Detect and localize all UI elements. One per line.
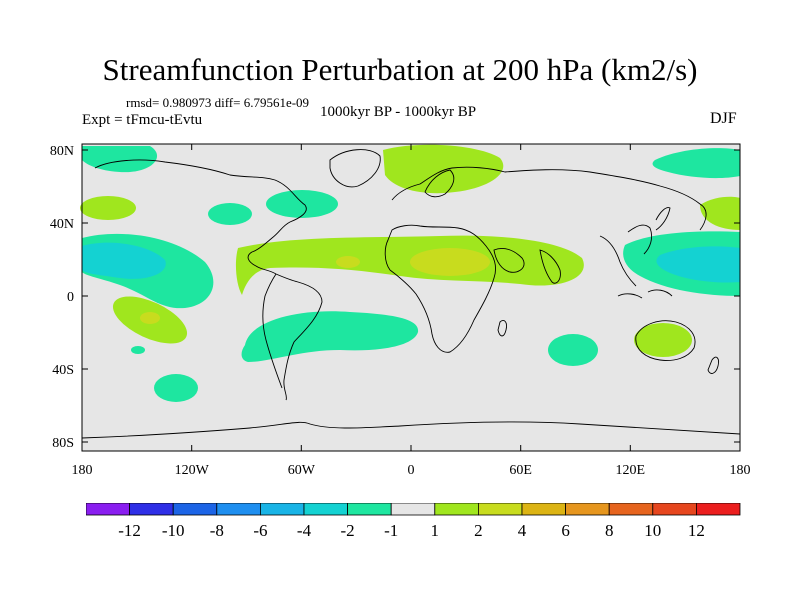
- lon-label: 120W: [175, 463, 210, 478]
- colorbar-label: -6: [253, 521, 267, 540]
- colorbar-labels: -12 -10 -8 -6 -4 -2 -1 1 2 4 6 8 10 12: [118, 521, 705, 540]
- colorbar-label: -8: [210, 521, 224, 540]
- colorbar: -12 -10 -8 -6 -4 -2 -1 1 2 4 6 8 10 12: [86, 503, 741, 540]
- colorbar-box: [303, 503, 348, 516]
- colorbar-box: [565, 503, 610, 516]
- coastline: [539, 249, 561, 284]
- coastline: [627, 224, 653, 255]
- contour-region: [140, 312, 160, 324]
- lon-ticks: [191, 144, 631, 451]
- contour-region: [634, 323, 692, 357]
- season-label: DJF: [710, 110, 737, 127]
- lon-label: 60E: [509, 463, 532, 478]
- colorbar-label: 10: [644, 521, 661, 540]
- coastline: [617, 293, 643, 299]
- colorbar-label: 2: [474, 521, 483, 540]
- lon-label: 0: [408, 463, 415, 478]
- lon-label: 120E: [616, 463, 646, 478]
- colorbar-box: [521, 503, 566, 516]
- coastline: [493, 247, 525, 273]
- lat-label: 0: [67, 290, 74, 305]
- coastlines: [81, 149, 741, 439]
- colorbar-label: -10: [162, 521, 185, 540]
- plot-title: Streamfunction Perturbation at 200 hPa (…: [102, 52, 698, 87]
- contour-region: [410, 248, 490, 276]
- colorbar-box: [608, 503, 654, 516]
- contour-region: [131, 346, 145, 354]
- coastline: [275, 273, 323, 401]
- contour-region: [383, 144, 504, 194]
- coastline: [655, 207, 671, 231]
- contour-region: [80, 196, 136, 220]
- coastline: [424, 169, 455, 198]
- contour-region: [82, 242, 166, 279]
- colorbar-box: [129, 503, 174, 516]
- colorbar-box: [216, 503, 261, 516]
- lat-label: 80N: [50, 144, 74, 159]
- coastline: [262, 273, 283, 389]
- colorbar-box: [696, 503, 741, 516]
- colorbar-box: [652, 503, 697, 516]
- experiment-label: Expt = tFmcu-tEvtu: [82, 112, 203, 128]
- coastline: [81, 421, 741, 439]
- contour-region: [208, 203, 252, 225]
- coastline: [707, 356, 719, 374]
- lat-label: 80S: [52, 436, 74, 451]
- colorbar-box: [259, 503, 305, 516]
- contour-region: [235, 235, 584, 295]
- contour-region: [336, 256, 360, 268]
- lat-label: 40N: [50, 217, 74, 232]
- contour-region: [266, 190, 338, 218]
- coastline: [497, 319, 507, 337]
- colorbar-boxes: [86, 503, 741, 516]
- colorbar-label: 8: [605, 521, 614, 540]
- stats-line: rmsd= 0.980973 diff= 6.79561e-09: [126, 95, 310, 110]
- colorbar-label: 12: [688, 521, 705, 540]
- lon-label: 60W: [288, 463, 316, 478]
- coastline: [635, 320, 696, 361]
- coastline: [329, 149, 381, 188]
- colorbar-label: 1: [431, 521, 440, 540]
- lon-label: 180: [730, 463, 751, 478]
- colorbar-box: [434, 503, 479, 516]
- contour-region: [548, 334, 598, 366]
- period-label: 1000kyr BP - 1000kyr BP: [320, 104, 477, 120]
- coastline: [94, 159, 307, 275]
- colorbar-box: [347, 503, 392, 516]
- contour-region: [241, 311, 419, 362]
- colorbar-box: [172, 503, 218, 516]
- lon-label: 180: [72, 463, 93, 478]
- colorbar-label: 4: [518, 521, 527, 540]
- colorbar-label: -4: [297, 521, 312, 540]
- contour-region: [652, 148, 740, 179]
- contour-region: [154, 374, 198, 402]
- colorbar-box: [86, 503, 130, 516]
- coastline: [384, 224, 497, 353]
- lat-label: 40S: [52, 363, 74, 378]
- colorbar-label: 6: [561, 521, 570, 540]
- colorbar-label: -12: [118, 521, 141, 540]
- colorbar-label: -1: [384, 521, 398, 540]
- colorbar-box: [390, 503, 436, 516]
- colorbar-box: [477, 503, 523, 516]
- contour-region: [700, 196, 740, 230]
- contour-region: [656, 246, 740, 283]
- lat-ticks: [82, 149, 740, 443]
- coastline: [647, 289, 673, 297]
- colorbar-label: -2: [341, 521, 355, 540]
- coastline: [599, 235, 637, 287]
- coastline: [391, 166, 707, 231]
